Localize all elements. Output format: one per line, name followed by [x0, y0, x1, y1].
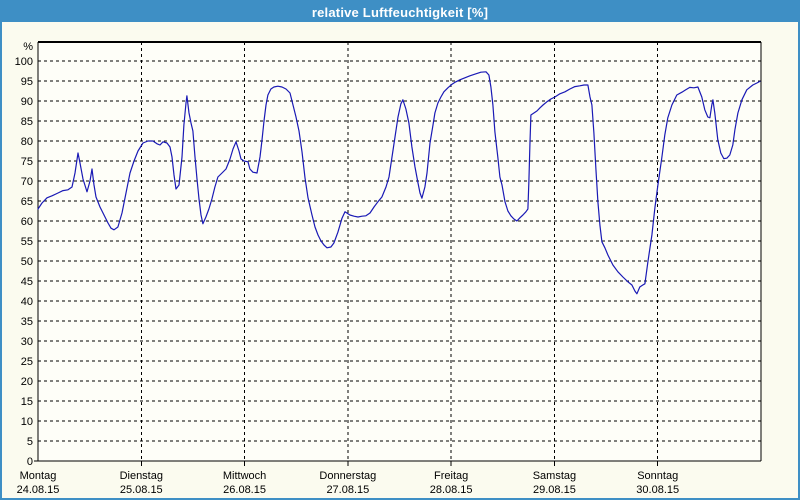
day-label-sonntag: Sonntag	[637, 470, 678, 482]
y-tick-label-25: 25	[21, 356, 33, 368]
window-titlebar: relative Luftfeuchtigkeit [%]	[2, 2, 798, 22]
date-label-25.08.15: 25.08.15	[120, 484, 163, 496]
y-tick-label-100: 100	[15, 56, 33, 68]
y-tick-label-90: 90	[21, 96, 33, 108]
day-label-montag: Montag	[20, 470, 57, 482]
date-label-30.08.15: 30.08.15	[636, 484, 679, 496]
day-label-mittwoch: Mittwoch	[223, 470, 266, 482]
y-tick-label-80: 80	[21, 136, 33, 148]
y-tick-label-65: 65	[21, 196, 33, 208]
humidity-line	[37, 71, 761, 295]
y-tick-label-35: 35	[21, 316, 33, 328]
plot-area	[38, 42, 761, 461]
day-label-samstag: Samstag	[533, 470, 576, 482]
chart-title: relative Luftfeuchtigkeit [%]	[311, 4, 489, 20]
y-tick-label-10: 10	[21, 416, 33, 428]
date-label-26.08.15: 26.08.15	[223, 484, 266, 496]
day-label-donnerstag: Donnerstag	[319, 470, 376, 482]
date-label-29.08.15: 29.08.15	[533, 484, 576, 496]
humidity-chart: 0 5 10 15 20 25 30 35 40 45 50 55 60 65 70 75 80 85 90 95 10…	[15, 41, 762, 496]
y-unit-label: %	[23, 41, 33, 53]
y-tick-label-30: 30	[21, 336, 33, 348]
date-label-28.08.15: 28.08.15	[430, 484, 473, 496]
y-tick-label-15: 15	[21, 396, 33, 408]
y-tick-label-50: 50	[21, 256, 33, 268]
y-tick-label-70: 70	[21, 176, 33, 188]
y-tick-label-85: 85	[21, 116, 33, 128]
y-tick-label-5: 5	[27, 436, 33, 448]
day-label-dienstag: Dienstag	[120, 470, 163, 482]
date-label-27.08.15: 27.08.15	[326, 484, 369, 496]
y-tick-label-55: 55	[21, 236, 33, 248]
y-tick-label-75: 75	[21, 156, 33, 168]
y-tick-label-40: 40	[21, 296, 33, 308]
y-tick-label-60: 60	[21, 216, 33, 228]
y-tick-label-20: 20	[21, 376, 33, 388]
date-label-24.08.15: 24.08.15	[17, 484, 60, 496]
y-tick-label-95: 95	[21, 76, 33, 88]
y-tick-label-0: 0	[27, 456, 33, 468]
day-label-freitag: Freitag	[434, 470, 468, 482]
y-tick-label-45: 45	[21, 276, 33, 288]
